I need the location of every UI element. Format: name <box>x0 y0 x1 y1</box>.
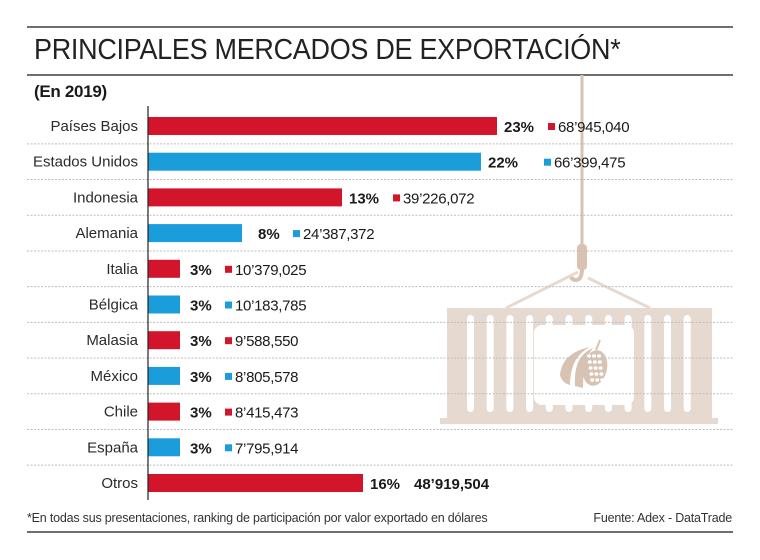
percent-label: 3% <box>190 369 212 386</box>
container-rib <box>664 315 671 412</box>
legend-square <box>393 194 400 202</box>
percent-label: 3% <box>190 298 212 315</box>
cacao-seed <box>593 366 598 370</box>
bar-8 <box>148 402 180 421</box>
value-label: 9’588,550 <box>235 333 298 350</box>
container-rib <box>644 315 652 412</box>
value-label: 8’805,578 <box>235 369 298 386</box>
cacao-seed <box>599 372 604 376</box>
container-base <box>440 418 718 424</box>
cacao-seed <box>600 378 605 382</box>
bar-4 <box>148 259 180 278</box>
grid-lines <box>27 143 733 466</box>
hook-block <box>577 244 587 270</box>
category-label: Chile <box>104 404 138 421</box>
category-label: México <box>90 368 138 385</box>
value-label: 7’795,914 <box>235 440 298 457</box>
cacao-leaf-icon <box>560 347 590 385</box>
category-label: Otros <box>101 475 138 492</box>
cacao-seed <box>598 366 603 370</box>
legend-square <box>544 158 551 166</box>
value-label: 66’399,475 <box>554 155 625 172</box>
bar-7 <box>148 366 180 385</box>
category-label: Italia <box>106 261 138 278</box>
category-label: Bélgica <box>89 297 139 314</box>
container-rib <box>467 315 474 412</box>
legend-square <box>225 408 232 416</box>
bar-2 <box>148 188 342 207</box>
legend-square <box>225 337 232 345</box>
legend-square <box>548 123 555 130</box>
percent-label: 13% <box>349 190 379 207</box>
legend-square <box>225 444 232 452</box>
category-label: Estados Unidos <box>33 154 138 171</box>
cacao-seed <box>589 372 594 376</box>
bars <box>148 117 497 492</box>
source-note: Fuente: Adex - DataTrade <box>593 511 732 525</box>
cacao-seed <box>588 366 593 370</box>
category-label: Malasia <box>86 332 138 349</box>
percent-label: 3% <box>190 405 212 422</box>
cacao-seed <box>587 354 591 358</box>
cacao-seed <box>597 360 602 364</box>
labels: Países Bajos 23% 68’945,040 Estados Unidos 2… <box>33 118 630 493</box>
chart-subtitle: (En 2019) <box>34 82 107 101</box>
value-label: 10’379,025 <box>235 262 306 279</box>
legend-square <box>293 230 300 238</box>
title-rule <box>27 74 733 76</box>
hook-icon <box>569 267 584 283</box>
value-label: 24’387,372 <box>303 226 374 243</box>
container-rib <box>486 315 494 412</box>
value-label: 8’415,473 <box>235 405 298 422</box>
container-rib <box>526 315 534 412</box>
bar-5 <box>148 295 180 314</box>
sling-right <box>587 276 651 310</box>
category-label: Indonesia <box>73 189 139 206</box>
bottom-rule <box>27 531 733 533</box>
cacao-seed <box>592 360 597 364</box>
footnote: *En todas sus presentaciones, ranking de… <box>27 511 488 525</box>
percent-label: 3% <box>190 440 212 457</box>
value-label: 48’919,504 <box>414 476 490 493</box>
bar-6 <box>148 331 180 350</box>
bar-10 <box>148 474 363 492</box>
percent-label: 16% <box>370 476 400 493</box>
legend-square <box>225 372 232 380</box>
container-rib <box>683 315 691 412</box>
percent-label: 8% <box>258 226 280 243</box>
value-label: 10’183,785 <box>235 298 306 315</box>
cacao-seed <box>592 354 596 358</box>
legend-square <box>225 301 232 309</box>
percent-label: 22% <box>488 155 518 172</box>
category-label: Alemania <box>75 225 138 242</box>
cacao-seed <box>587 360 592 364</box>
cacao-seed <box>597 354 601 358</box>
top-rule <box>27 26 733 28</box>
percent-label: 3% <box>190 262 212 279</box>
percent-label: 3% <box>190 333 212 350</box>
legend-square <box>225 265 232 273</box>
container-rib <box>506 315 514 412</box>
cacao-seed <box>590 378 595 382</box>
cacao-seed <box>594 372 599 376</box>
bar-9 <box>148 438 180 457</box>
bar-0 <box>148 117 497 135</box>
value-label: 68’945,040 <box>558 119 629 136</box>
category-label: Países Bajos <box>50 118 138 135</box>
cacao-seed <box>595 378 600 382</box>
container-with-cacao-icon <box>440 75 718 424</box>
cacao-stem <box>595 339 601 351</box>
percent-label: 23% <box>504 119 534 136</box>
sling-left <box>505 270 579 310</box>
bar-1 <box>148 152 481 171</box>
category-label: España <box>87 439 139 456</box>
chart-title: PRINCIPALES MERCADOS DE EXPORTACIÓN* <box>34 34 621 66</box>
value-label: 39’226,072 <box>403 190 474 207</box>
bar-3 <box>148 224 242 243</box>
